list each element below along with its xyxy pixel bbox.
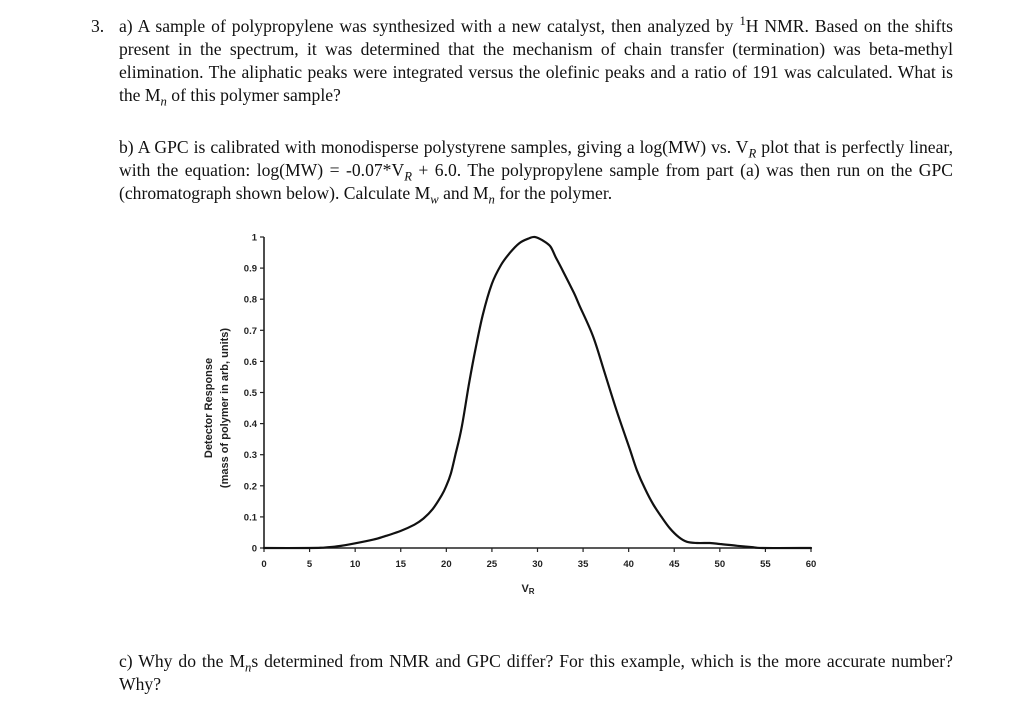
x-tick-label: 50 xyxy=(715,559,726,570)
part-b-text: A GPC is calibrated with monodisperse po… xyxy=(119,137,953,207)
part-c-text: Why do the Mns determined from NMR and G… xyxy=(119,651,953,694)
y-tick-label: 1 xyxy=(252,233,258,244)
y-tick-label: 0.3 xyxy=(244,450,257,461)
question-number: 3. xyxy=(91,16,105,36)
x-tick-label: 10 xyxy=(350,559,361,570)
question-part-a: 3. a) A sample of polypropylene was synt… xyxy=(91,14,953,109)
part-b-label: b) xyxy=(119,137,134,157)
part-c-label: c) xyxy=(119,651,133,671)
x-tick-label: 35 xyxy=(578,559,589,570)
y-tick-label: 0.7 xyxy=(244,326,257,337)
chart-axes xyxy=(263,237,811,549)
x-tick-label: 55 xyxy=(760,559,771,570)
x-axis-title: VR xyxy=(521,583,534,596)
y-tick-label: 0 xyxy=(252,544,257,555)
y-axis-title: Detector Response xyxy=(203,358,215,458)
question-part-c: c) Why do the Mns determined from NMR an… xyxy=(119,650,953,696)
y-axis-subtitle: (mass of polymer in arb, units) xyxy=(219,328,231,488)
x-tick-label: 0 xyxy=(261,559,266,570)
chromatograph-curve xyxy=(262,235,813,550)
y-tick-label: 0.9 xyxy=(244,264,257,275)
x-tick-label: 5 xyxy=(307,559,313,570)
question-part-b: b) A GPC is calibrated with monodisperse… xyxy=(119,136,953,207)
x-tick-label: 15 xyxy=(395,559,406,570)
y-tick-label: 0.6 xyxy=(244,357,257,368)
x-tick-label: 40 xyxy=(623,559,634,570)
part-a-label: a) xyxy=(119,16,133,36)
x-tick-label: 20 xyxy=(441,559,452,570)
x-tick-label: 45 xyxy=(669,559,680,570)
part-a-text: A sample of polypropylene was synthesize… xyxy=(119,14,953,109)
x-tick-label: 30 xyxy=(532,559,543,570)
chart-ticks: 00.10.20.30.40.50.60.70.80.910 5 10 15 20 25 3… xyxy=(244,233,817,571)
y-tick-label: 0.8 xyxy=(244,295,257,306)
x-tick-label: 25 xyxy=(487,559,498,570)
y-tick-label: 0.4 xyxy=(244,419,258,430)
y-tick-label: 0.5 xyxy=(244,388,258,399)
y-tick-label: 0.1 xyxy=(244,512,258,523)
x-tick-label: 60 xyxy=(806,559,817,570)
y-tick-label: 0.2 xyxy=(244,481,257,492)
